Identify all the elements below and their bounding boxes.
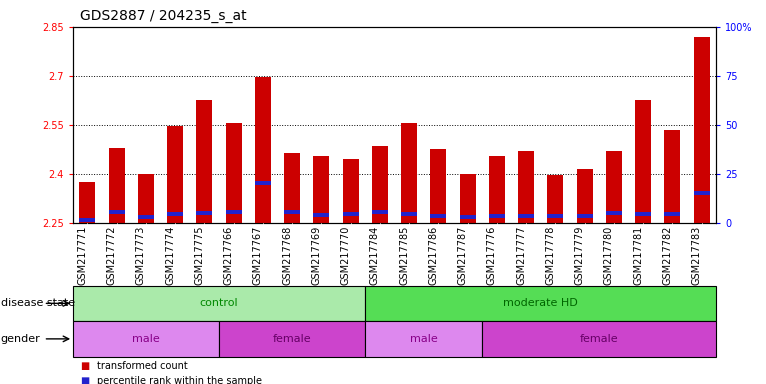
Bar [664,130,680,223]
Bar [430,214,447,218]
Bar [489,156,505,223]
Text: female: female [580,334,618,344]
Bar [284,210,300,214]
Text: GSM217778: GSM217778 [545,226,555,285]
Bar [577,169,593,223]
Text: male: male [132,334,160,344]
Bar [401,123,417,223]
Bar [489,214,505,218]
Bar [109,210,125,214]
Bar [138,174,154,223]
Text: GSM217782: GSM217782 [663,226,673,285]
Text: control: control [200,298,238,308]
Text: GSM217766: GSM217766 [224,226,234,285]
Text: ■: ■ [80,361,90,371]
Text: GSM217768: GSM217768 [282,226,292,285]
Bar [372,210,388,214]
Bar [80,218,96,222]
Text: GSM217770: GSM217770 [341,226,351,285]
Bar [80,182,96,223]
Bar [196,100,212,223]
Text: GSM217769: GSM217769 [311,226,322,285]
Bar [401,212,417,215]
Bar [547,214,564,218]
Bar [635,212,651,215]
Text: GDS2887 / 204235_s_at: GDS2887 / 204235_s_at [80,9,247,23]
Bar [577,214,593,218]
Bar [460,215,476,219]
Bar [664,212,680,215]
Bar [606,151,622,223]
Text: male: male [410,334,437,344]
Bar [255,78,271,223]
Text: GSM217773: GSM217773 [136,226,146,285]
Bar [518,151,534,223]
Text: GSM217772: GSM217772 [106,226,116,285]
Text: female: female [273,334,312,344]
Bar [365,321,483,357]
Text: moderate HD: moderate HD [503,298,578,308]
Text: GSM217783: GSM217783 [692,226,702,285]
Bar [284,152,300,223]
Bar [547,175,564,223]
Bar [430,149,447,223]
Bar [167,126,183,223]
Text: GSM217780: GSM217780 [604,226,614,285]
Text: GSM217767: GSM217767 [253,226,263,285]
Bar [73,286,365,321]
Text: ■: ■ [80,376,90,384]
Bar [365,286,716,321]
Text: GSM217776: GSM217776 [487,226,497,285]
Bar [460,174,476,223]
Text: GSM217787: GSM217787 [457,226,467,285]
Bar [313,213,329,217]
Bar [167,212,183,215]
Bar [225,123,241,223]
Bar [219,321,365,357]
Text: GSM217774: GSM217774 [165,226,175,285]
Bar [196,211,212,215]
Text: GSM217779: GSM217779 [574,226,584,285]
Text: GSM217771: GSM217771 [77,226,87,285]
Bar [73,321,219,357]
Text: GSM217781: GSM217781 [633,226,643,285]
Bar [342,159,358,223]
Bar [342,212,358,215]
Bar [109,148,125,223]
Text: disease state: disease state [1,298,75,308]
Bar [693,37,709,223]
Text: transformed count: transformed count [97,361,188,371]
Text: gender: gender [1,334,41,344]
Bar [372,146,388,223]
Text: GSM217777: GSM217777 [516,226,526,285]
Bar [606,211,622,215]
Bar [693,191,709,195]
Bar [225,210,241,214]
Bar [483,321,716,357]
Bar [518,214,534,218]
Text: GSM217785: GSM217785 [399,226,409,285]
Bar [635,100,651,223]
Bar [138,215,154,219]
Text: GSM217775: GSM217775 [195,226,205,285]
Bar [255,181,271,185]
Text: GSM217784: GSM217784 [370,226,380,285]
Text: GSM217786: GSM217786 [428,226,438,285]
Text: percentile rank within the sample: percentile rank within the sample [97,376,262,384]
Bar [313,156,329,223]
